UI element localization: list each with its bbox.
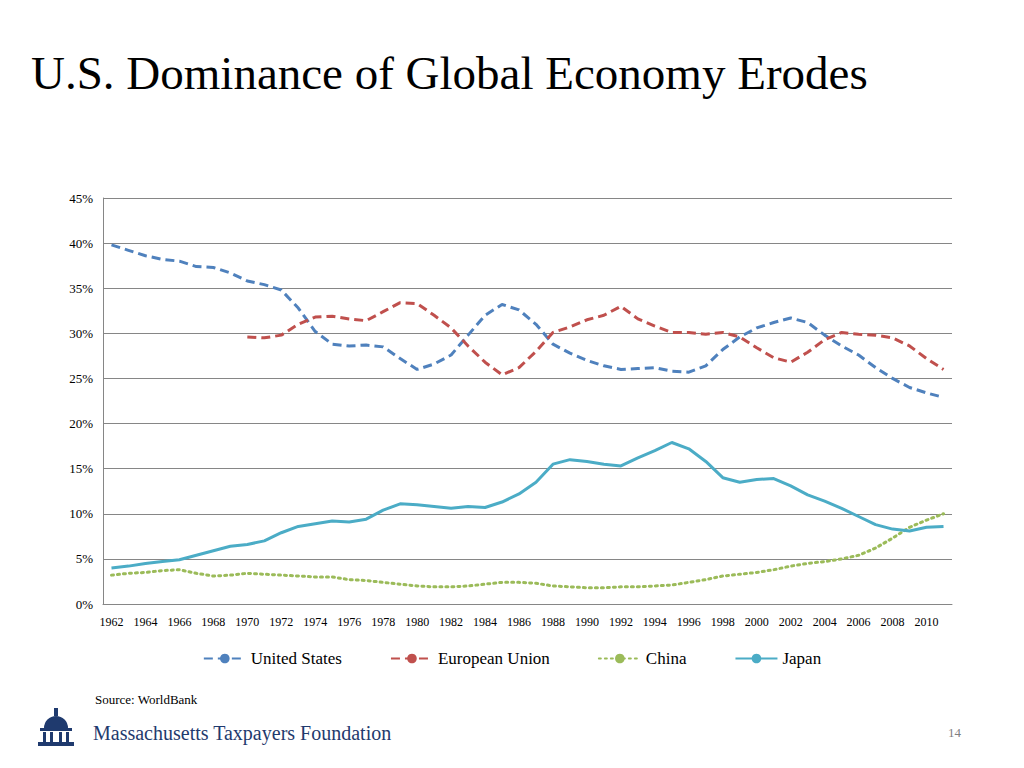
svg-text:30%: 30% (69, 326, 93, 341)
svg-text:1978: 1978 (371, 615, 395, 629)
svg-text:1976: 1976 (337, 615, 361, 629)
svg-text:40%: 40% (69, 236, 93, 251)
svg-text:Massachusetts Taxpayers Founda: Massachusetts Taxpayers Foundation (93, 722, 391, 745)
svg-text:1994: 1994 (643, 615, 667, 629)
svg-text:1980: 1980 (405, 615, 429, 629)
svg-text:1984: 1984 (473, 615, 497, 629)
svg-text:1964: 1964 (133, 615, 157, 629)
svg-text:1974: 1974 (303, 615, 327, 629)
svg-text:1992: 1992 (609, 615, 633, 629)
svg-text:1996: 1996 (677, 615, 701, 629)
svg-text:20%: 20% (69, 416, 93, 431)
svg-text:2004: 2004 (813, 615, 837, 629)
svg-text:Japan: Japan (782, 649, 821, 668)
svg-text:1966: 1966 (167, 615, 191, 629)
svg-text:1990: 1990 (575, 615, 599, 629)
svg-text:2008: 2008 (881, 615, 905, 629)
svg-text:2010: 2010 (915, 615, 939, 629)
svg-text:2006: 2006 (847, 615, 871, 629)
svg-text:1986: 1986 (507, 615, 531, 629)
svg-text:0%: 0% (76, 597, 94, 612)
svg-text:United States: United States (251, 649, 342, 668)
svg-text:15%: 15% (69, 461, 93, 476)
svg-text:10%: 10% (69, 506, 93, 521)
svg-text:1972: 1972 (269, 615, 293, 629)
svg-text:European Union: European Union (438, 649, 550, 668)
svg-text:1962: 1962 (99, 615, 123, 629)
svg-text:1988: 1988 (541, 615, 565, 629)
svg-text:U.S. Dominance of Global Econo: U.S. Dominance of Global Economy Erodes (31, 47, 868, 99)
svg-text:5%: 5% (76, 551, 94, 566)
svg-text:25%: 25% (69, 371, 93, 386)
svg-text:2000: 2000 (745, 615, 769, 629)
svg-text:35%: 35% (69, 281, 93, 296)
svg-text:1998: 1998 (711, 615, 735, 629)
svg-text:1970: 1970 (235, 615, 259, 629)
svg-text:14: 14 (948, 725, 962, 740)
svg-text:45%: 45% (69, 191, 93, 206)
svg-text:China: China (646, 649, 687, 668)
svg-text:2002: 2002 (779, 615, 803, 629)
svg-text:Source: WorldBank: Source: WorldBank (95, 692, 198, 707)
svg-text:1982: 1982 (439, 615, 463, 629)
svg-text:1968: 1968 (201, 615, 225, 629)
